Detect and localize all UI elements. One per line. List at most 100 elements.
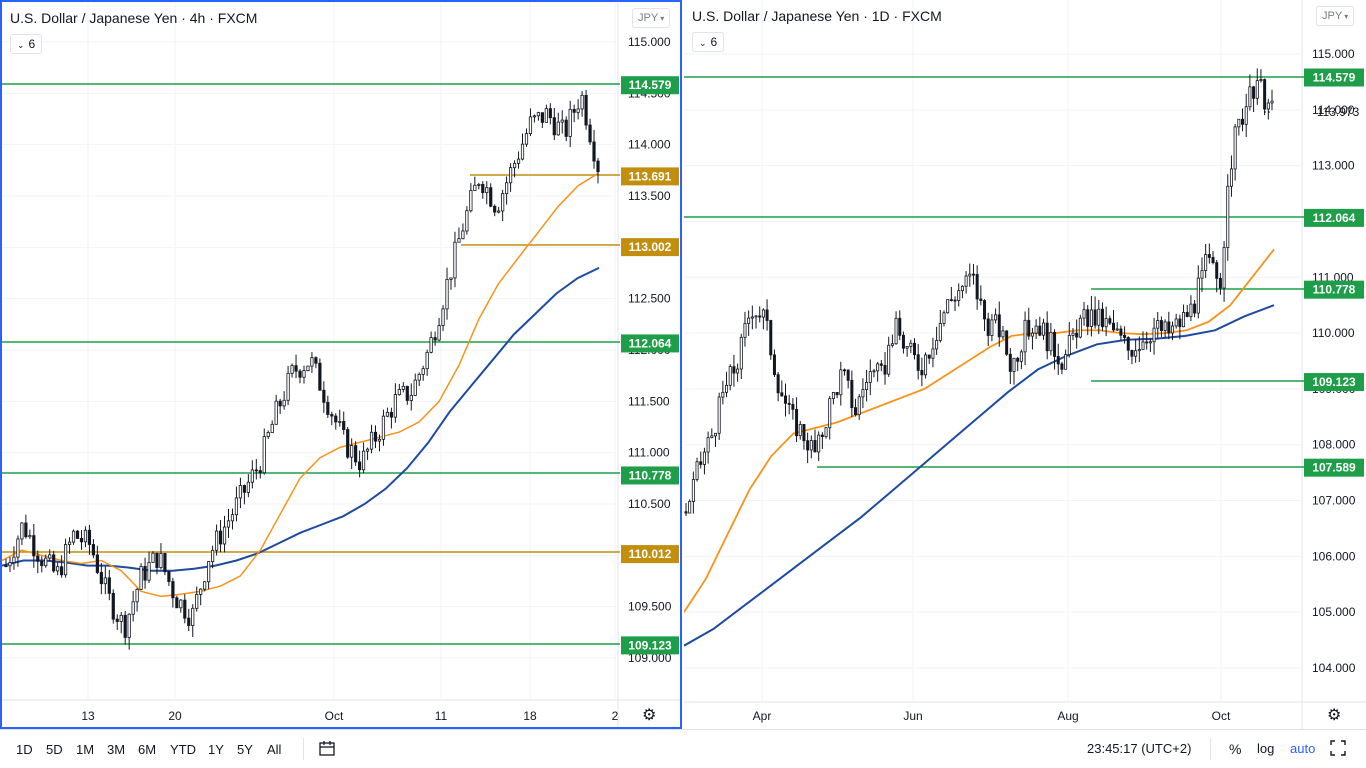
- candle-body: [761, 309, 765, 318]
- candle-body: [728, 366, 732, 386]
- currency-button[interactable]: JPY ▾: [632, 8, 671, 28]
- indicators-toggle-button[interactable]: ⌄ 6: [10, 34, 43, 54]
- currency-label: JPY: [1322, 10, 1343, 22]
- chart-panel-1d[interactable]: 115.000114.000113.000112.000111.000110.0…: [684, 0, 1366, 729]
- candle-body: [854, 407, 858, 416]
- candle-body: [401, 385, 405, 390]
- candle-body: [780, 392, 784, 397]
- candle-body: [776, 374, 780, 394]
- chart-4h-plot[interactable]: 115.000114.500114.000113.500113.000112.5…: [2, 2, 680, 727]
- range-all-button[interactable]: All: [267, 742, 282, 757]
- candle-body: [802, 424, 806, 442]
- candle-body: [544, 108, 548, 123]
- candle-body: [1255, 80, 1259, 99]
- candle-body: [40, 560, 44, 567]
- currency-button[interactable]: JPY ▾: [1316, 6, 1355, 26]
- candle-body: [155, 552, 159, 568]
- candle-body: [1193, 303, 1197, 314]
- price-axis-tick-label: 113.500: [628, 189, 671, 203]
- candle-body: [725, 384, 729, 393]
- candle-body: [1045, 322, 1049, 352]
- candle-body: [1012, 357, 1016, 372]
- chart-panel-4h[interactable]: 115.000114.500114.000113.500113.000112.5…: [0, 0, 682, 729]
- level-price-tag-label: 110.778: [1313, 283, 1356, 297]
- candle-body: [758, 315, 762, 318]
- candle-body: [1115, 328, 1119, 331]
- candle-body: [250, 469, 254, 483]
- percent-scale-toggle[interactable]: %: [1229, 741, 1242, 757]
- fullscreen-icon[interactable]: [1330, 740, 1346, 756]
- candle-body: [820, 434, 824, 438]
- candle-body: [564, 119, 568, 137]
- chart-legend[interactable]: U.S. Dollar / Japanese Yen · 4h · FXCM: [10, 10, 257, 26]
- level-price-tag: [621, 545, 679, 564]
- candle-body: [717, 396, 721, 434]
- candle-body: [868, 371, 872, 383]
- candle-body: [702, 451, 706, 465]
- candle-body: [453, 241, 457, 279]
- candle-body: [1222, 247, 1226, 289]
- candle-body: [1112, 322, 1116, 331]
- candle-body: [894, 317, 898, 345]
- candle-body: [485, 187, 489, 194]
- candle-body: [580, 94, 584, 110]
- candle-body: [334, 415, 338, 423]
- candle-body: [975, 274, 979, 300]
- level-price-tag-label: 112.064: [1313, 211, 1356, 225]
- log-scale-toggle[interactable]: log: [1257, 741, 1275, 756]
- price-axis[interactable]: 115.000114.000113.000112.000111.000110.0…: [684, 47, 1356, 675]
- range-5d-button[interactable]: 5D: [46, 742, 63, 757]
- candle-body: [60, 566, 64, 576]
- clock-timezone[interactable]: 23:45:17 (UTC+2): [1087, 741, 1192, 756]
- level-price-tag: [1304, 280, 1364, 299]
- candle-body: [1056, 356, 1060, 365]
- gear-icon[interactable]: ⚙: [642, 707, 657, 724]
- indicator-count: 6: [710, 35, 718, 49]
- indicators-toggle-button[interactable]: ⌄ 6: [692, 32, 725, 52]
- price-axis-tick-label: 108.000: [1312, 438, 1356, 452]
- candle-body: [568, 108, 572, 137]
- range-3m-button[interactable]: 3M: [107, 742, 126, 757]
- candle-body: [310, 357, 314, 367]
- date-range-icon[interactable]: [318, 739, 336, 757]
- gear-icon[interactable]: ⚙: [1327, 707, 1342, 724]
- candle-body: [1200, 270, 1204, 279]
- level-price-tag: [621, 76, 679, 95]
- candle-body: [167, 571, 171, 582]
- candle-body: [1137, 349, 1141, 352]
- candle-body: [445, 279, 449, 310]
- candle-body: [1123, 334, 1127, 338]
- candle-body: [294, 365, 298, 372]
- range-1d-button[interactable]: 1D: [16, 742, 33, 757]
- chart-1d-plot[interactable]: 115.000114.000113.000112.000111.000110.0…: [684, 0, 1366, 729]
- candle-body: [901, 334, 905, 349]
- candle-body: [79, 538, 84, 543]
- candle-body: [560, 119, 564, 123]
- candle-body: [389, 411, 393, 418]
- level-price-tag-label: 113.691: [629, 169, 672, 183]
- candle-body: [1126, 337, 1130, 351]
- range-6m-button[interactable]: 6M: [138, 742, 157, 757]
- candle-body: [1078, 317, 1082, 338]
- candle-body: [983, 300, 987, 320]
- candle-body: [75, 530, 80, 539]
- auto-scale-toggle[interactable]: auto: [1290, 741, 1316, 756]
- price-axis-tick-label: 111.500: [628, 394, 670, 408]
- range-1m-button[interactable]: 1M: [76, 742, 95, 757]
- candle-body: [809, 440, 813, 451]
- candle-body: [95, 554, 99, 573]
- time-axis[interactable]: 13 20 Oct 11 18 2: [81, 2, 619, 723]
- range-1y-button[interactable]: 1Y: [208, 742, 224, 757]
- range-5y-button[interactable]: 5Y: [237, 742, 253, 757]
- range-ytd-button[interactable]: YTD: [170, 742, 196, 757]
- candle-body: [905, 346, 909, 349]
- symbol-title: U.S. Dollar / Japanese Yen · 4h · FXCM: [10, 10, 258, 26]
- candle-body: [433, 337, 437, 341]
- candle-body: [846, 369, 850, 381]
- candle-body: [964, 275, 968, 287]
- chart-legend[interactable]: U.S. Dollar / Japanese Yen · 1D · FXCM: [692, 8, 942, 24]
- candle-body: [147, 561, 151, 581]
- candle-body: [1211, 257, 1215, 264]
- candle-body: [87, 529, 92, 545]
- time-axis[interactable]: Apr Jun Aug Oct: [753, 0, 1231, 723]
